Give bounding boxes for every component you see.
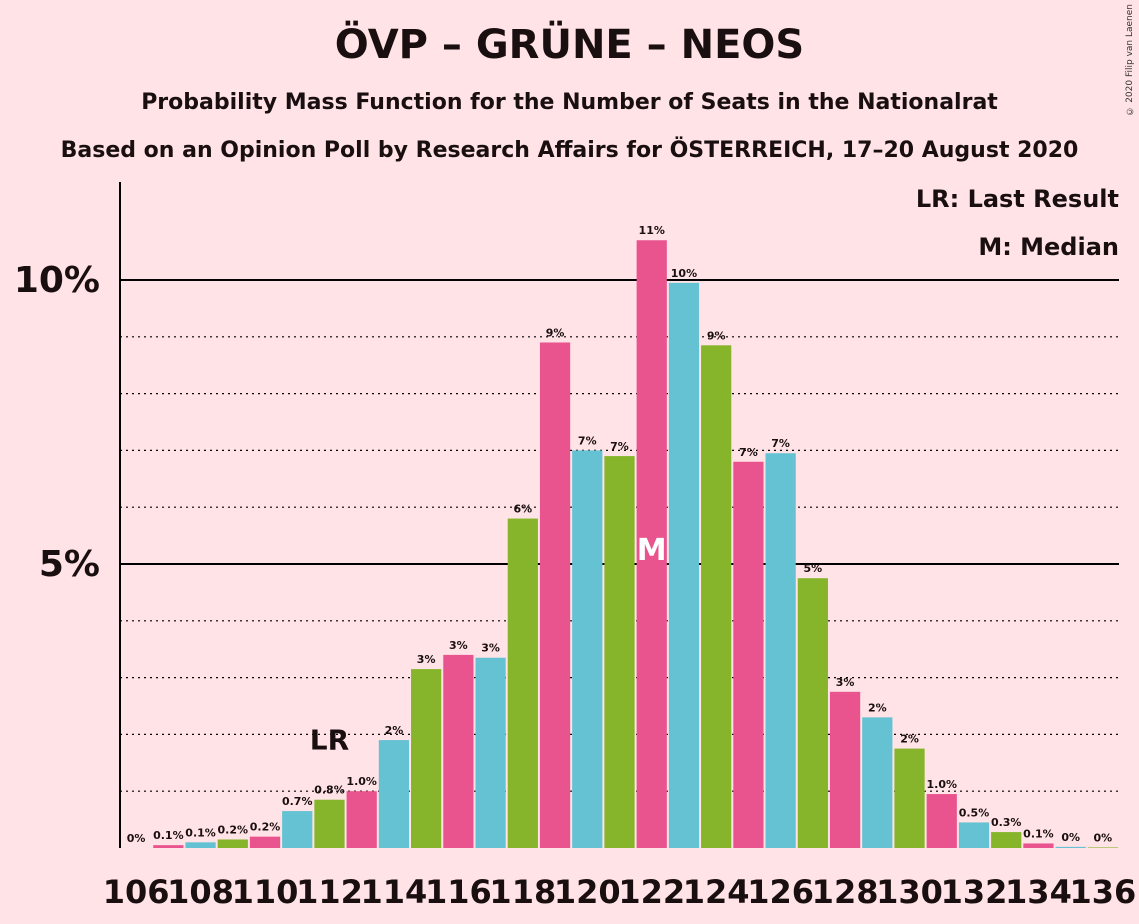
bar-label-129: 2% xyxy=(868,701,887,714)
legend-median: M: Median xyxy=(978,233,1119,261)
x-tick-label: 124 xyxy=(683,873,750,911)
bar-125 xyxy=(733,461,764,848)
bar-129 xyxy=(862,717,893,848)
bar-label-135: 0% xyxy=(1061,831,1080,844)
bar-label-108: 0.1% xyxy=(185,826,216,839)
bar-115 xyxy=(411,669,442,848)
bar-132 xyxy=(958,822,990,848)
bar-label-128: 3% xyxy=(836,676,855,689)
x-tick-label: 132 xyxy=(941,873,1008,911)
bar-label-121: 7% xyxy=(610,440,629,453)
bar-label-110: 0.2% xyxy=(250,821,281,834)
bar-122 xyxy=(636,240,667,849)
bar-label-107: 0.1% xyxy=(153,829,184,842)
bar-117 xyxy=(475,657,506,848)
bar-label-132: 0.5% xyxy=(959,806,990,819)
x-tick-label: 134 xyxy=(1005,873,1072,911)
x-tick-label: 106 xyxy=(103,873,170,911)
bar-label-116: 3% xyxy=(449,639,468,652)
x-tick-label: 122 xyxy=(618,873,685,911)
x-tick-label: 120 xyxy=(554,873,621,911)
bar-111 xyxy=(282,811,313,848)
bar-label-113: 1.0% xyxy=(346,775,377,788)
bar-128 xyxy=(829,691,861,848)
bar-112 xyxy=(314,799,345,848)
bar-label-130: 2% xyxy=(900,733,919,746)
x-tick-label: 126 xyxy=(747,873,814,911)
y-tick-label: 10% xyxy=(14,260,100,301)
bar-114 xyxy=(378,740,410,848)
bar-107 xyxy=(153,845,184,848)
bar-116 xyxy=(443,654,474,848)
bar-label-122: 11% xyxy=(639,224,665,237)
x-tick-label: 110 xyxy=(232,873,299,911)
chart-title: ÖVP – GRÜNE – NEOS xyxy=(334,22,805,68)
bar-label-114: 2% xyxy=(385,724,404,737)
bar-131 xyxy=(926,794,957,848)
bar-118 xyxy=(507,518,538,848)
median-marker: M xyxy=(637,533,667,568)
bar-123 xyxy=(668,282,700,849)
bar-label-120: 7% xyxy=(578,434,597,447)
bar-label-127: 5% xyxy=(804,562,823,575)
bar-119 xyxy=(539,342,571,848)
bar-label-125: 7% xyxy=(739,446,758,459)
y-tick-label: 5% xyxy=(39,544,100,585)
bar-113 xyxy=(346,791,377,848)
bar-127 xyxy=(797,578,828,848)
x-tick-label: 108 xyxy=(167,873,234,911)
bar-label-133: 0.3% xyxy=(991,816,1022,829)
bar-130 xyxy=(894,748,925,848)
bar-110 xyxy=(249,836,281,848)
bar-label-119: 9% xyxy=(546,326,565,339)
bar-label-117: 3% xyxy=(481,642,500,655)
bar-124 xyxy=(701,345,732,848)
bar-126 xyxy=(765,453,796,848)
bar-135 xyxy=(1055,846,1086,848)
bar-label-131: 1.0% xyxy=(927,778,958,791)
bar-label-115: 3% xyxy=(417,653,436,666)
x-tick-label: 118 xyxy=(489,873,556,911)
bar-label-118: 6% xyxy=(513,503,532,516)
chart-subtitle: Probability Mass Function for the Number… xyxy=(141,90,998,115)
x-tick-label: 112 xyxy=(296,873,363,911)
bar-label-112: 0.8% xyxy=(314,784,345,797)
bar-108 xyxy=(185,842,216,848)
x-tick-label: 130 xyxy=(876,873,943,911)
chart-subtitle-source: Based on an Opinion Poll by Research Aff… xyxy=(60,138,1079,163)
bar-label-109: 0.2% xyxy=(218,823,249,836)
bar-121 xyxy=(604,456,635,848)
x-tick-label: 114 xyxy=(361,873,428,911)
bar-133 xyxy=(991,832,1022,848)
bar-label-136: 0% xyxy=(1094,831,1113,844)
bar-109 xyxy=(217,839,248,848)
x-tick-label: 128 xyxy=(812,873,879,911)
x-tick-label: 116 xyxy=(425,873,492,911)
legend-last-result: LR: Last Result xyxy=(915,185,1119,213)
bar-label-126: 7% xyxy=(771,437,790,450)
last-result-marker: LR xyxy=(310,724,349,757)
bar-120 xyxy=(572,450,603,848)
bar-label-123: 10% xyxy=(671,267,697,280)
bar-134 xyxy=(1023,843,1054,848)
bar-label-111: 0.7% xyxy=(282,795,313,808)
bar-136 xyxy=(1087,847,1118,848)
bar-label-124: 9% xyxy=(707,329,726,342)
x-tick-label: 136 xyxy=(1069,873,1136,911)
bar-label-106: 0% xyxy=(127,832,146,845)
bar-label-134: 0.1% xyxy=(1023,827,1054,840)
